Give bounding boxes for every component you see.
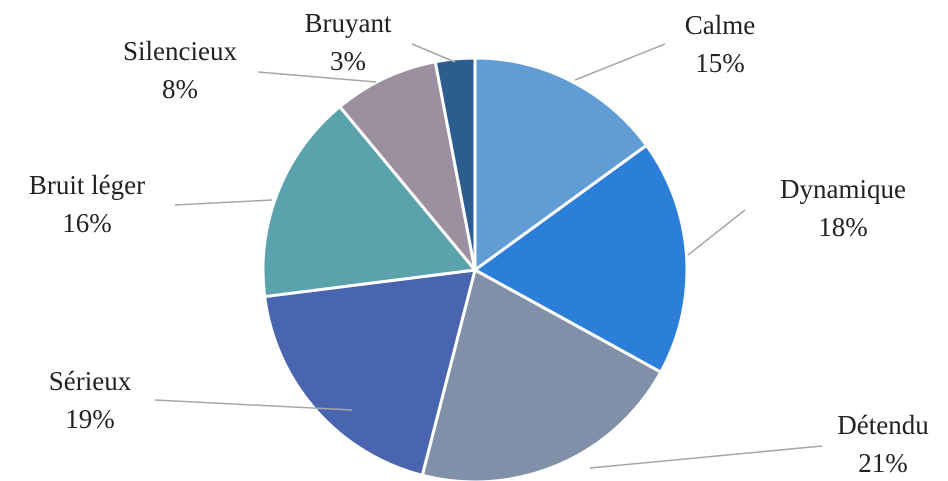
slice-value-label: 21% <box>858 448 908 478</box>
leader-line <box>574 43 666 81</box>
pie-slice <box>472 143 689 375</box>
leader-line <box>174 199 273 206</box>
leader-line <box>257 71 377 83</box>
slice-value-label: 19% <box>65 404 115 434</box>
leader-line <box>687 209 746 256</box>
slice-value-label: 3% <box>330 46 366 76</box>
slice-value-label: 8% <box>162 74 198 104</box>
leader-line <box>589 445 823 469</box>
pie-slice <box>261 104 478 299</box>
slice-label: Bruit léger <box>29 170 145 200</box>
pie-slice <box>433 56 477 271</box>
slice-value-label: 16% <box>62 208 112 238</box>
slice-label: Bruyant <box>305 8 392 38</box>
slice-value-label: 18% <box>818 212 868 242</box>
slice-label: Calme <box>685 10 755 40</box>
slice-label: Sérieux <box>49 366 132 396</box>
slice-value-label: 15% <box>695 48 745 78</box>
pie-slice <box>337 60 477 271</box>
slice-label: Silencieux <box>123 36 237 66</box>
leader-line <box>411 43 456 63</box>
slice-label: Détendu <box>837 410 929 440</box>
pie-slice <box>262 268 478 478</box>
leader-line <box>154 399 353 411</box>
slice-label: Dynamique <box>780 174 906 204</box>
pie-slice <box>473 56 649 273</box>
